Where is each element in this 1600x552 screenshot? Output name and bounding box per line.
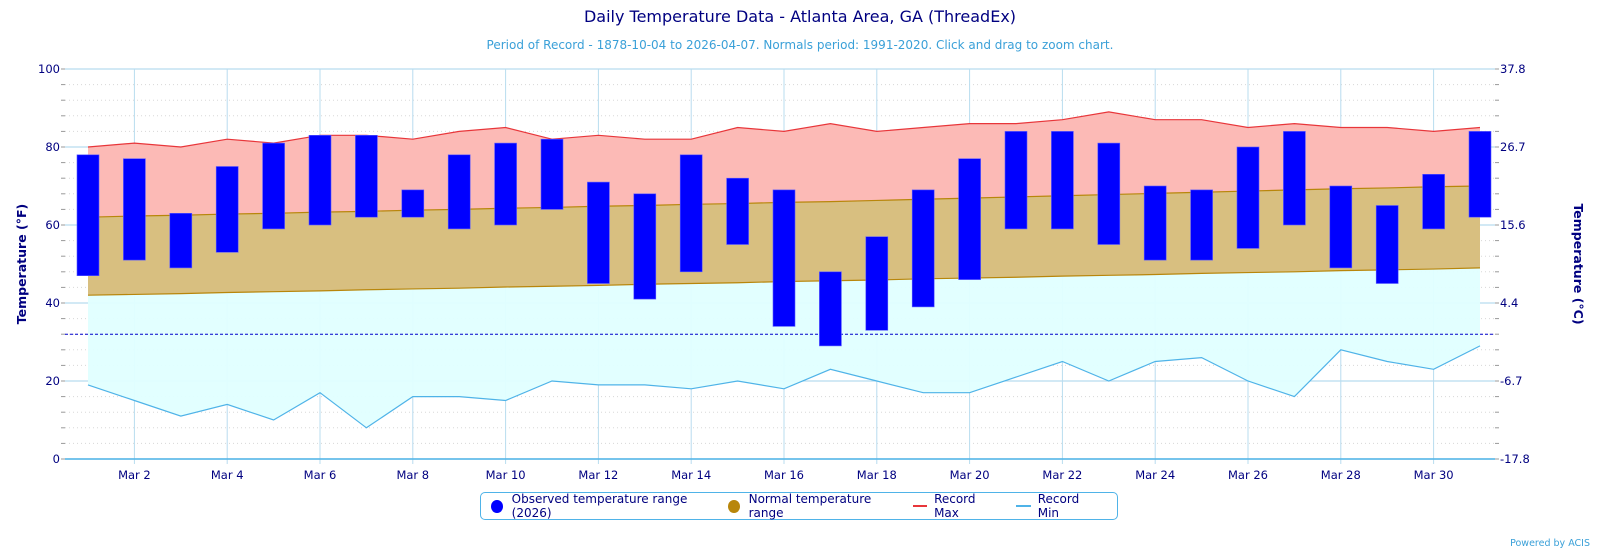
legend-item-record-min[interactable]: Record Min: [1016, 492, 1097, 520]
observed-bar[interactable]: [1143, 185, 1167, 261]
y-tick-label: 0: [53, 452, 60, 466]
axes: 0 -17.8 20 -6.7 40 4.4 60 15.6 80 26.7 100 37.8 Mar …: [38, 62, 1530, 482]
observed-bar[interactable]: [355, 135, 378, 218]
y2-tick-label: 15.6: [1500, 218, 1526, 232]
x-tick-label: Mar 10: [486, 468, 526, 482]
observed-bar[interactable]: [1468, 131, 1492, 218]
observed-bar[interactable]: [1004, 131, 1028, 230]
legend-line-icon: [912, 505, 928, 507]
y-tick-label: 40: [45, 296, 60, 310]
observed-bar[interactable]: [1051, 131, 1074, 230]
legend-item-observed[interactable]: Observed temperature range (2026): [491, 492, 708, 520]
legend-line-icon: [1016, 505, 1031, 507]
y2-tick-label: -17.8: [1500, 452, 1530, 466]
x-tick-label: Mar 14: [671, 468, 711, 482]
x-tick-label: Mar 30: [1414, 468, 1454, 482]
x-tick-label: Mar 22: [1042, 468, 1082, 482]
observed-bar[interactable]: [494, 142, 517, 226]
chart-subtitle: Period of Record - 1878-10-04 to 2026-04…: [486, 38, 1114, 52]
legend-item-normal[interactable]: Normal temperature range: [727, 492, 893, 520]
y2-axis-title: Temperature (°C): [1571, 203, 1586, 324]
x-tick-label: Mar 20: [950, 468, 990, 482]
observed-bar[interactable]: [1097, 142, 1121, 245]
observed-bar[interactable]: [1190, 189, 1213, 261]
x-tick-label: Mar 28: [1321, 468, 1361, 482]
y-tick-label: 20: [45, 374, 60, 388]
x-tick-label: Mar 26: [1228, 468, 1268, 482]
observed-bar[interactable]: [262, 142, 285, 230]
chart-title: Daily Temperature Data - Atlanta Area, G…: [583, 7, 1017, 26]
y2-tick-label: 4.4: [1500, 296, 1518, 310]
observed-bar[interactable]: [447, 154, 471, 230]
legend-label: Observed temperature range (2026): [511, 492, 688, 520]
observed-bar[interactable]: [169, 213, 193, 269]
x-tick-label: Mar 2: [118, 468, 151, 482]
observed-bar[interactable]: [1422, 174, 1445, 230]
y2-tick-label: 37.8: [1500, 62, 1526, 76]
observed-bar[interactable]: [76, 154, 100, 277]
y2-tick-label: 26.7: [1500, 140, 1526, 154]
observed-bar[interactable]: [587, 181, 610, 284]
legend-label: Normal temperature range: [748, 492, 872, 520]
observed-bars: [76, 131, 1492, 347]
observed-bar[interactable]: [215, 166, 239, 253]
legend-dot-icon: [491, 499, 503, 513]
powered-by-link[interactable]: Powered by ACIS: [1510, 538, 1590, 549]
observed-bar[interactable]: [1236, 146, 1260, 249]
y-tick-label: 100: [38, 62, 60, 76]
legend-label: Record Max: [934, 492, 976, 520]
x-tick-label: Mar 8: [396, 468, 429, 482]
y-tick-label: 60: [45, 218, 60, 232]
legend-dot-icon: [727, 499, 740, 513]
legend-label: Record Min: [1037, 492, 1080, 520]
observed-bar[interactable]: [865, 236, 889, 331]
x-tick-label: Mar 24: [1135, 468, 1175, 482]
observed-bar[interactable]: [1375, 205, 1399, 284]
observed-bar[interactable]: [633, 193, 657, 300]
legend-item-record-max[interactable]: Record Max: [912, 492, 997, 520]
legend: Observed temperature range (2026) Normal…: [480, 492, 1118, 520]
record-min-area: [88, 267, 1480, 428]
y-tick-label: 80: [45, 140, 60, 154]
observed-bar[interactable]: [958, 158, 981, 280]
observed-bar[interactable]: [772, 189, 796, 327]
observed-bar[interactable]: [540, 138, 564, 210]
observed-bar[interactable]: [679, 154, 703, 273]
record-max-area: [88, 111, 1480, 218]
x-tick-label: Mar 4: [211, 468, 244, 482]
y-axis-title: Temperature (°F): [14, 204, 29, 324]
observed-bar[interactable]: [911, 189, 935, 308]
observed-bar[interactable]: [819, 271, 842, 347]
observed-bar[interactable]: [123, 158, 146, 261]
record-min-line: [87, 345, 1481, 429]
observed-bar[interactable]: [401, 189, 425, 218]
x-tick-label: Mar 18: [857, 468, 897, 482]
x-tick-label: Mar 16: [764, 468, 804, 482]
observed-bar[interactable]: [1329, 185, 1353, 269]
x-tick-label: Mar 12: [578, 468, 618, 482]
observed-bar[interactable]: [1283, 131, 1306, 226]
x-tick-label: Mar 6: [304, 468, 337, 482]
observed-bar[interactable]: [726, 177, 749, 245]
observed-bar[interactable]: [308, 135, 332, 226]
y2-tick-label: -6.7: [1500, 374, 1522, 388]
